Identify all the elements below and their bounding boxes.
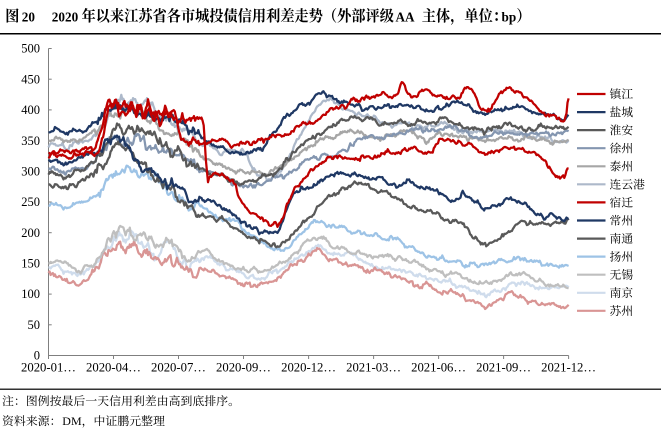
svg-text:2021-12…: 2021-12… [541, 360, 596, 374]
svg-text:400: 400 [21, 103, 40, 117]
svg-text:2020-01…: 2020-01… [21, 360, 76, 374]
svg-text:100: 100 [21, 287, 40, 301]
svg-text:2021-06…: 2021-06… [411, 360, 466, 374]
svg-text:200: 200 [21, 226, 40, 240]
svg-text:250: 250 [21, 195, 40, 209]
svg-text:500: 500 [21, 42, 40, 56]
svg-text:450: 450 [21, 72, 40, 86]
svg-text:2020: 2020 [52, 9, 79, 24]
svg-text:2021-03…: 2021-03… [346, 360, 401, 374]
svg-text:0: 0 [34, 349, 40, 363]
svg-text:bp: bp [502, 9, 517, 24]
svg-text:350: 350 [21, 134, 40, 148]
svg-text:50: 50 [28, 318, 41, 332]
svg-text:20: 20 [22, 9, 36, 24]
svg-text:2020-12…: 2020-12… [281, 360, 336, 374]
svg-text:DM: DM [62, 414, 82, 428]
svg-text:AA: AA [396, 9, 416, 24]
svg-text:300: 300 [21, 165, 40, 179]
svg-text:2020-04…: 2020-04… [86, 360, 141, 374]
svg-text:2020-09…: 2020-09… [216, 360, 271, 374]
svg-text:2020-07…: 2020-07… [151, 360, 206, 374]
svg-text:150: 150 [21, 257, 40, 271]
svg-text:2021-09…: 2021-09… [476, 360, 531, 374]
